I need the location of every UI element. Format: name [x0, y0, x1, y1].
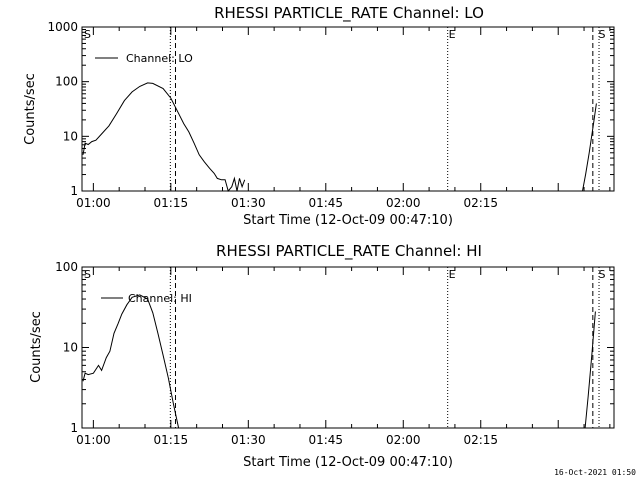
series-line: [82, 294, 180, 429]
event-marker: E: [449, 268, 456, 281]
x-axis-label: Start Time (12-Oct-09 00:47:10): [243, 455, 453, 470]
event-marker: S: [598, 268, 605, 281]
legend-label: Channel: HI: [128, 292, 192, 305]
plot-frame: [81, 26, 615, 192]
x-tick-label: 02:15: [463, 196, 498, 210]
x-tick-label: 01:15: [154, 433, 189, 447]
x-tick-label: 01:00: [76, 433, 111, 447]
x-tick-label: 02:00: [386, 196, 421, 210]
hi-channel-panel: RHESSI PARTICLE_RATE Channel: HI Counts/…: [29, 242, 615, 470]
chart-title: RHESSI PARTICLE_RATE Channel: HI: [216, 242, 482, 261]
series-line: [82, 82, 246, 193]
x-axis-label: Start Time (12-Oct-09 00:47:10): [243, 213, 453, 228]
x-tick-label: 02:00: [386, 433, 421, 447]
y-tick-label: 1000: [47, 20, 78, 34]
y-tick-label: 100: [55, 260, 78, 274]
y-axis-label: Counts/sec: [29, 311, 44, 383]
event-marker: S: [84, 268, 91, 281]
x-tick-label: 01:15: [154, 196, 189, 210]
y-tick-label: 10: [63, 341, 78, 355]
x-tick-label: 01:00: [76, 196, 111, 210]
series-line: [582, 103, 597, 192]
series-line: [584, 311, 596, 429]
x-tick-label: 01:30: [231, 196, 266, 210]
lo-channel-panel: RHESSI PARTICLE_RATE Channel: LO Counts/…: [23, 4, 615, 228]
y-tick-label: 100: [55, 75, 78, 89]
y-axis-label: Counts/sec: [23, 73, 38, 145]
legend-label: Channel: LO: [126, 52, 193, 65]
x-tick-label: 01:30: [231, 433, 266, 447]
x-tick-label: 01:45: [308, 196, 343, 210]
y-tick-label: 1: [70, 421, 78, 435]
event-marker: S: [84, 28, 91, 41]
y-tick-label: 1: [70, 184, 78, 198]
plot-timestamp: 16-Oct-2021 01:50: [554, 468, 636, 477]
event-marker: E: [449, 28, 456, 41]
y-tick-label: 10: [63, 129, 78, 143]
x-tick-label: 02:15: [463, 433, 498, 447]
x-tick-label: 01:45: [308, 433, 343, 447]
event-marker: S: [598, 28, 605, 41]
chart-title: RHESSI PARTICLE_RATE Channel: LO: [214, 4, 484, 23]
